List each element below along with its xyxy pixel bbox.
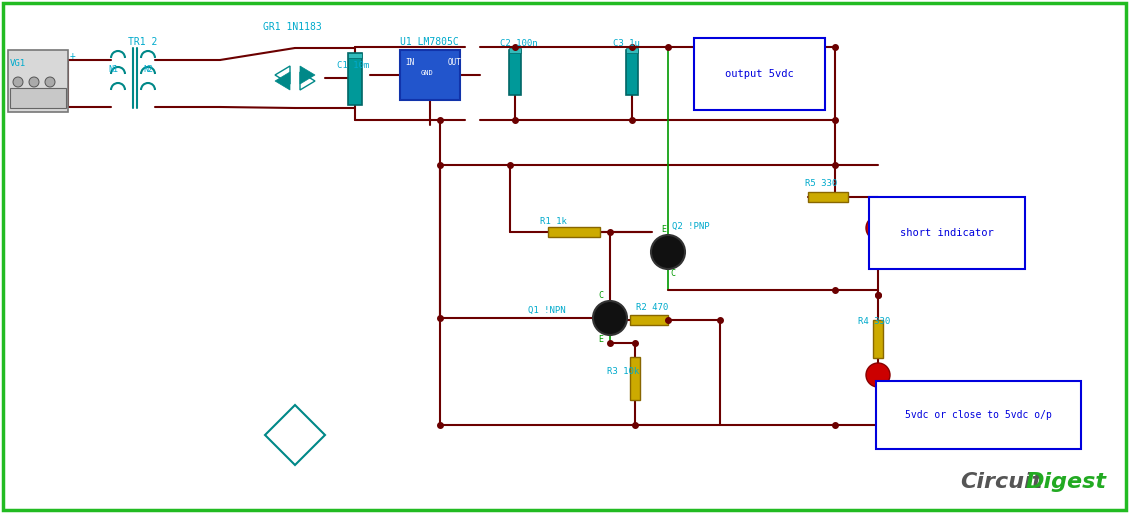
Text: R2 470: R2 470 bbox=[636, 304, 668, 312]
Circle shape bbox=[45, 77, 55, 87]
Text: R5 330: R5 330 bbox=[805, 180, 838, 188]
Circle shape bbox=[593, 301, 627, 335]
Text: LED D1: LED D1 bbox=[886, 381, 918, 389]
Text: Q1 !NPN: Q1 !NPN bbox=[528, 306, 566, 314]
Text: R3 10k: R3 10k bbox=[607, 367, 639, 377]
Text: E: E bbox=[660, 226, 666, 234]
FancyBboxPatch shape bbox=[509, 48, 520, 53]
FancyBboxPatch shape bbox=[873, 320, 883, 358]
Text: N2: N2 bbox=[143, 66, 154, 74]
Text: N1: N1 bbox=[108, 66, 119, 74]
Circle shape bbox=[866, 363, 890, 387]
Text: E: E bbox=[598, 336, 603, 345]
Text: short indicator: short indicator bbox=[900, 228, 994, 238]
Text: IN: IN bbox=[405, 58, 414, 67]
FancyBboxPatch shape bbox=[808, 192, 848, 202]
Circle shape bbox=[651, 235, 685, 269]
Text: R4 330: R4 330 bbox=[858, 318, 891, 326]
FancyBboxPatch shape bbox=[348, 53, 362, 105]
Circle shape bbox=[29, 77, 40, 87]
FancyBboxPatch shape bbox=[348, 53, 362, 58]
Text: Q2 !PNP: Q2 !PNP bbox=[672, 222, 710, 230]
FancyBboxPatch shape bbox=[625, 50, 638, 95]
FancyBboxPatch shape bbox=[10, 88, 65, 108]
Text: C3 1u: C3 1u bbox=[613, 38, 640, 48]
FancyBboxPatch shape bbox=[509, 50, 520, 95]
Text: LED D2: LED D2 bbox=[886, 250, 918, 260]
Circle shape bbox=[866, 216, 890, 240]
Text: OUT: OUT bbox=[448, 58, 462, 67]
Text: 5vdc or close to 5vdc o/p: 5vdc or close to 5vdc o/p bbox=[905, 410, 1052, 420]
Text: C: C bbox=[598, 291, 603, 301]
FancyBboxPatch shape bbox=[548, 227, 599, 237]
Text: GR1 1N1183: GR1 1N1183 bbox=[263, 22, 322, 32]
Circle shape bbox=[14, 77, 23, 87]
Text: +: + bbox=[70, 51, 76, 61]
Polygon shape bbox=[275, 72, 290, 90]
FancyBboxPatch shape bbox=[400, 50, 460, 100]
FancyBboxPatch shape bbox=[630, 315, 668, 325]
Text: C: C bbox=[669, 269, 675, 279]
Text: VG1: VG1 bbox=[10, 58, 26, 68]
FancyBboxPatch shape bbox=[630, 357, 640, 400]
Text: Circuit: Circuit bbox=[960, 472, 1042, 492]
Text: R1 1k: R1 1k bbox=[540, 218, 567, 227]
Text: C2 100n: C2 100n bbox=[500, 38, 537, 48]
FancyBboxPatch shape bbox=[625, 48, 638, 53]
Text: TR1 2: TR1 2 bbox=[128, 37, 157, 47]
Text: Digest: Digest bbox=[1026, 472, 1108, 492]
Text: GND: GND bbox=[421, 70, 434, 76]
Text: output 5vdc: output 5vdc bbox=[725, 69, 794, 79]
Text: U1 LM7805C: U1 LM7805C bbox=[400, 37, 458, 47]
Polygon shape bbox=[300, 66, 315, 84]
FancyBboxPatch shape bbox=[8, 50, 68, 112]
Text: C1 10m: C1 10m bbox=[336, 62, 369, 70]
